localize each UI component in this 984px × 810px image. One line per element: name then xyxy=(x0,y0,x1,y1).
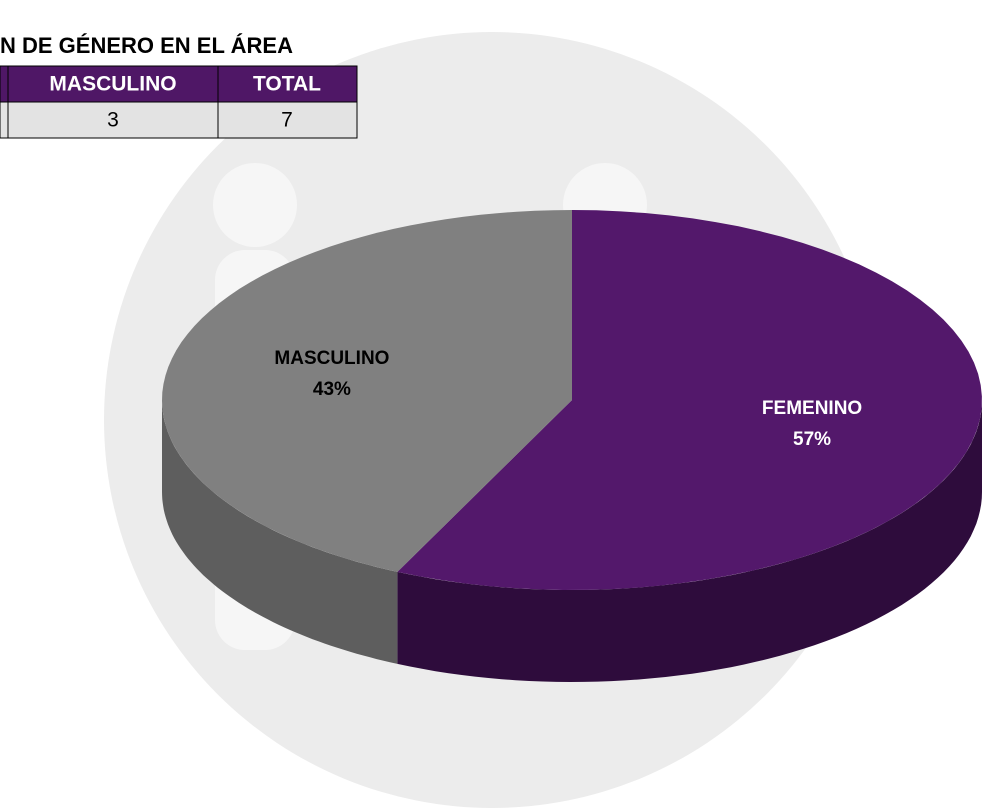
header-text: MASCULINO xyxy=(49,73,176,96)
pie-chart: FEMENINO 57% MASCULINO 43% xyxy=(162,210,982,682)
table: MASCULINO TOTAL 3 7 xyxy=(0,66,357,138)
data-label-name: FEMENINO xyxy=(762,398,862,419)
data-label-name: MASCULINO xyxy=(274,348,389,369)
header-cell xyxy=(0,66,8,102)
cell-text: 7 xyxy=(281,109,293,132)
data-label-value: 57% xyxy=(793,429,831,450)
data-label-value: 43% xyxy=(313,379,351,400)
cell-text: 3 xyxy=(107,109,119,132)
header-text: TOTAL xyxy=(253,73,321,96)
cell xyxy=(0,102,8,138)
title: N DE GÉNERO EN EL ÁREA xyxy=(0,33,293,58)
page: N DE GÉNERO EN EL ÁREA MASCULINO TOTAL 3… xyxy=(0,0,984,810)
